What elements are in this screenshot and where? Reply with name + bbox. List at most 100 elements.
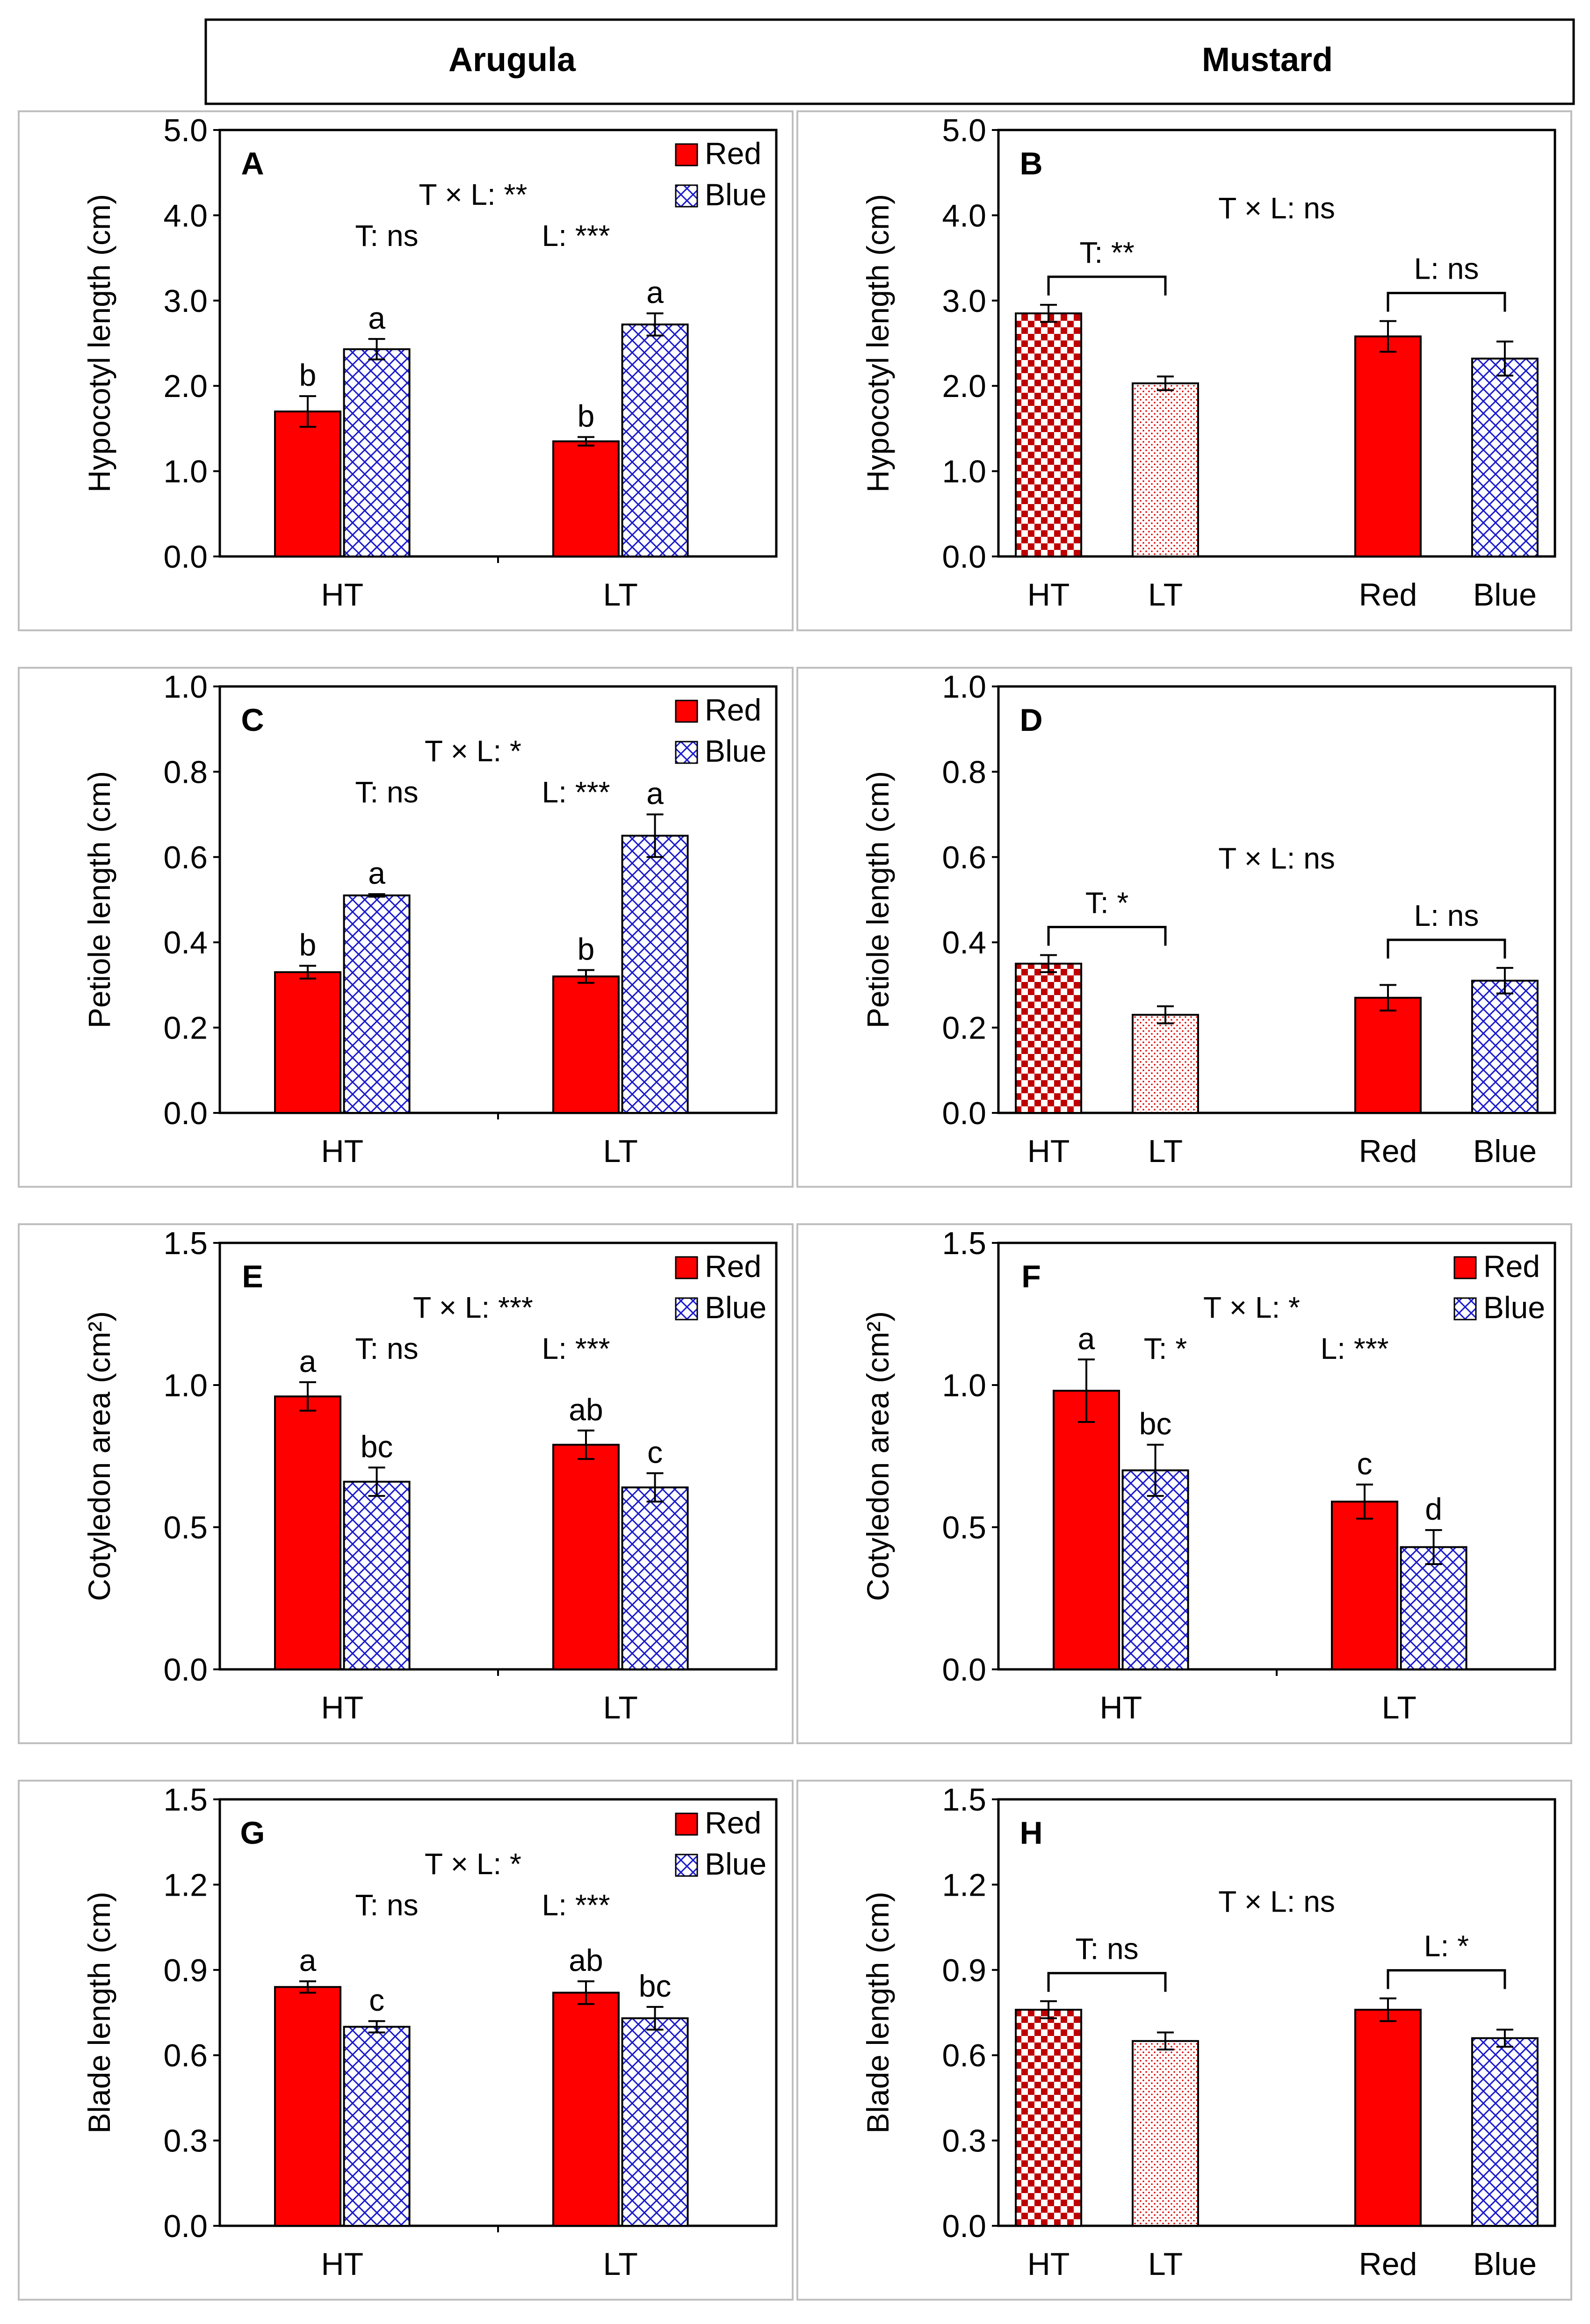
y-tick-label: 0.0 (942, 1096, 986, 1131)
y-tick-label: 5.0 (163, 113, 208, 148)
stat-temperature: T: ns (355, 775, 418, 809)
stat-interaction: T × L: *** (413, 1291, 533, 1324)
bar-lt (1132, 382, 1199, 558)
bar-blue (621, 835, 689, 1114)
x-category-label: HT (321, 2246, 363, 2282)
bar-red (552, 1992, 620, 2227)
y-axis-label: Hypocotyl length (cm) (82, 194, 116, 492)
y-axis-label: Blade length (cm) (860, 1891, 895, 2133)
bar-blue (1400, 1546, 1467, 1671)
panel-frame (18, 667, 794, 1188)
stat-temperature-label: T: ** (1079, 236, 1134, 269)
panel-label: D (1019, 702, 1042, 738)
y-tick-label: 0.6 (942, 840, 986, 875)
x-category-label: HT (1027, 577, 1070, 613)
panel-F: 0.0 0.5 1.0 1.5 Cotyledon area (cm²) F HT a bc LT… (796, 1223, 1572, 1744)
panel-frame (18, 1223, 794, 1744)
x-category-label: HT (1099, 1690, 1142, 1725)
significance-letter: b (299, 358, 317, 392)
stat-light: L: *** (542, 219, 610, 253)
stat-interaction: T × L: * (425, 1847, 521, 1881)
stat-temperature-label: T: ns (1075, 1932, 1138, 1966)
stat-light-bracket (1387, 1969, 1506, 1989)
bar-ht (1015, 312, 1083, 557)
y-tick-label: 0.0 (163, 2209, 208, 2244)
stat-light-label: L: ns (1414, 899, 1479, 932)
y-tick-label: 0.8 (942, 754, 986, 790)
x-category-label: LT (603, 1690, 638, 1725)
x-category-label: Red (1359, 2246, 1417, 2282)
y-tick-label: 0.6 (163, 2038, 208, 2073)
x-category-label: Red (1359, 577, 1417, 613)
significance-letter: b (578, 931, 595, 966)
y-tick-label: 1.5 (942, 1226, 986, 1261)
bar-red (552, 440, 620, 558)
bar-red (1053, 1390, 1120, 1670)
stat-temperature: T: * (1144, 1332, 1187, 1365)
y-axis-label: Petiole length (cm) (82, 771, 116, 1028)
bar-blue (343, 894, 411, 1114)
y-tick-label: 2.0 (942, 368, 986, 404)
x-category-label: Blue (1473, 1133, 1537, 1169)
panel-C: 0.0 0.2 0.4 0.6 0.8 1.0 Petiole length (cm) C HT… (18, 667, 794, 1188)
legend-label-blue: Blue (1483, 1290, 1545, 1325)
bar-ht (1015, 962, 1083, 1114)
header-arugula: Arugula (448, 41, 576, 79)
y-axis-label: Blade length (cm) (82, 1891, 116, 2133)
y-tick-label: 1.5 (163, 1782, 208, 1818)
x-category-label: LT (1148, 1133, 1183, 1169)
x-category-label: LT (603, 577, 638, 613)
bar-blue (343, 348, 411, 557)
legend-label-red: Red (705, 136, 761, 171)
y-tick-label: 0.0 (942, 1652, 986, 1688)
x-category-label: Red (1359, 1133, 1417, 1169)
stat-light-bracket (1387, 292, 1506, 312)
y-tick-label: 2.0 (163, 368, 208, 404)
stat-temperature-bracket (1047, 1972, 1167, 1992)
panel-frame (18, 1780, 794, 2301)
significance-letter: a (299, 1344, 317, 1379)
bar-red (274, 971, 342, 1114)
significance-letter: a (646, 776, 664, 811)
plot-area (997, 129, 1556, 558)
y-tick-label: 1.0 (163, 1368, 208, 1403)
panel-frame (796, 1223, 1572, 1744)
significance-letter: a (368, 301, 385, 335)
stat-interaction: T × L: ns (1218, 1885, 1335, 1919)
y-tick-label: 0.2 (163, 1010, 208, 1046)
panel-label: A (241, 146, 264, 181)
y-tick-label: 0.3 (163, 2123, 208, 2159)
stat-temperature: T: ns (355, 1888, 418, 1922)
legend-label-blue: Blue (705, 1290, 766, 1325)
significance-letter: bc (361, 1429, 393, 1464)
bar-lt (1132, 2040, 1199, 2227)
significance-letter: a (646, 275, 664, 310)
bar-lt (1132, 1014, 1199, 1114)
y-tick-label: 0.5 (942, 1510, 986, 1545)
significance-letter: a (1078, 1321, 1095, 1356)
y-axis-label: Cotyledon area (cm²) (82, 1311, 116, 1601)
legend-label-blue: Blue (705, 177, 766, 212)
panel-D: 0.0 0.2 0.4 0.6 0.8 1.0 Petiole length (cm) D HT… (796, 667, 1572, 1188)
panel-G: 0.0 0.3 0.6 0.9 1.2 1.5 Blade length (cm) G HT a c… (18, 1780, 794, 2301)
stat-temperature: T: ns (355, 1332, 418, 1365)
panel-label: E (242, 1259, 263, 1294)
bar-red (1331, 1501, 1399, 1671)
stat-light-label: L: ns (1414, 252, 1479, 286)
y-tick-label: 3.0 (163, 283, 208, 319)
stat-interaction: T × L: ns (1218, 191, 1335, 225)
bar-blue (1471, 980, 1539, 1114)
x-category-label: LT (1382, 1690, 1417, 1725)
significance-letter: c (647, 1435, 663, 1469)
x-category-label: Blue (1473, 577, 1537, 613)
x-category-label: HT (321, 1133, 363, 1169)
y-tick-label: 0.9 (942, 1953, 986, 1988)
y-tick-label: 1.0 (942, 454, 986, 490)
legend-swatch-red (675, 143, 698, 166)
significance-letter: ab (569, 1943, 603, 1978)
y-tick-label: 1.5 (942, 1782, 986, 1818)
x-category-label: LT (1148, 2246, 1183, 2282)
x-category-label: LT (603, 1133, 638, 1169)
stat-interaction: T × L: ** (419, 178, 528, 211)
y-tick-label: 0.0 (163, 539, 208, 575)
